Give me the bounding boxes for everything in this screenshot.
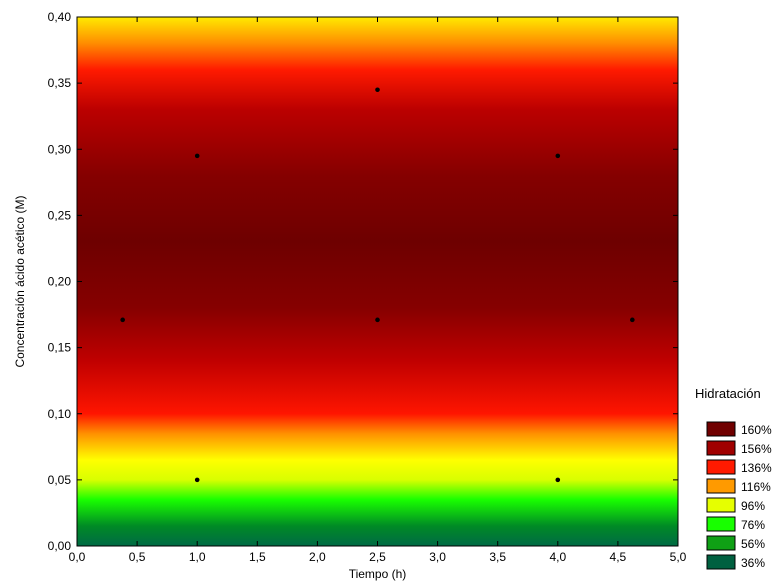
- design-point: [375, 87, 380, 93]
- legend-label: 56%: [741, 537, 765, 551]
- y-tick-label: 0,20: [48, 275, 72, 289]
- y-tick-label: 0,25: [48, 208, 72, 222]
- legend-label: 36%: [741, 556, 765, 570]
- design-point: [630, 317, 635, 323]
- y-tick-label: 0,00: [48, 539, 72, 553]
- design-point: [555, 477, 561, 483]
- y-tick-label: 0,35: [48, 76, 72, 90]
- y-tick-label: 0,05: [48, 473, 72, 487]
- x-tick-label: 3,0: [429, 550, 446, 564]
- design-point: [555, 153, 561, 159]
- x-tick-label: 3,5: [489, 550, 506, 564]
- y-tick-label: 0,15: [48, 341, 72, 355]
- legend-title: Hidratación: [695, 386, 761, 401]
- legend-swatch: [706, 440, 736, 456]
- legend-label: 156%: [741, 442, 772, 456]
- x-tick-label: 4,0: [549, 550, 566, 564]
- y-tick-label: 0,30: [48, 142, 72, 156]
- design-point: [120, 317, 125, 323]
- legend-swatch: [706, 421, 736, 437]
- hydration-surface: [77, 17, 678, 546]
- legend-swatch: [706, 535, 736, 551]
- x-tick-label: 2,5: [369, 550, 386, 564]
- design-point: [194, 153, 200, 159]
- legend: Hidratación 160% 156% 136% 116% 96% 76% 56% 36%: [695, 386, 772, 570]
- y-axis: 0,00 0,05 0,10 0,15 0,20 0,25 0,30 0,35 0,40: [48, 10, 678, 553]
- legend-label: 76%: [741, 518, 765, 532]
- x-tick-label: 4,5: [610, 550, 627, 564]
- y-tick-label: 0,40: [48, 10, 72, 24]
- plot-area: [76, 16, 679, 547]
- x-tick-label: 2,0: [309, 550, 326, 564]
- legend-swatch: [706, 497, 736, 513]
- legend-swatch: [706, 459, 736, 475]
- legend-label: 96%: [741, 499, 765, 513]
- y-tick-label: 0,10: [48, 407, 72, 421]
- legend-swatch: [706, 478, 736, 494]
- x-tick-label: 5,0: [670, 550, 687, 564]
- legend-label: 136%: [741, 461, 772, 475]
- legend-swatch: [706, 554, 736, 570]
- legend-label: 116%: [741, 480, 771, 494]
- x-tick-label: 0,0: [69, 550, 86, 564]
- design-point: [375, 317, 380, 323]
- legend-label: 160%: [741, 423, 772, 437]
- x-tick-label: 0,5: [129, 550, 146, 564]
- x-tick-label: 1,0: [189, 550, 206, 564]
- x-tick-label: 1,5: [249, 550, 266, 564]
- x-axis-title: Tiempo (h): [349, 567, 407, 581]
- legend-swatch: [706, 516, 736, 532]
- design-points: [120, 87, 635, 483]
- x-axis: 0,0 0,5 1,0 1,5 2,0 2,5 3,0 3,5 4,0 4,5 5,0: [69, 17, 687, 564]
- y-axis-title: Concentración ácido acético (M): [13, 195, 27, 367]
- design-point: [194, 477, 200, 483]
